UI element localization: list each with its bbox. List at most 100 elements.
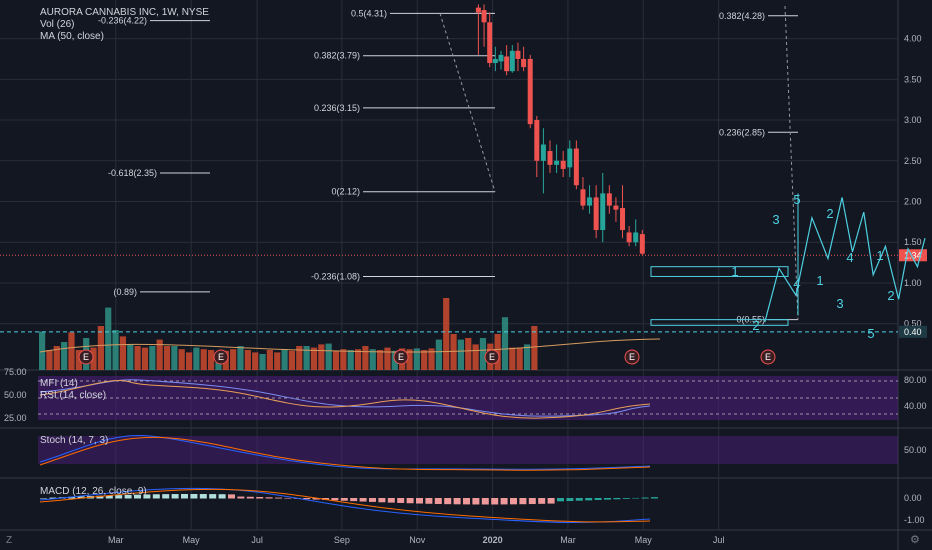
volume-bar [156,339,163,370]
candle-body [633,232,639,243]
macd-histogram-bar [510,498,517,505]
candle-body [521,58,527,68]
macd-histogram-bar [491,498,499,505]
macd-histogram-bar [199,494,207,499]
candle-body [606,193,612,206]
time-tick-label: May [183,535,201,545]
macd-histogram-bar [246,496,254,499]
volume-bar [68,332,75,370]
macd-histogram-bar [406,498,414,504]
volume-indicator-label[interactable]: Vol (26) [40,19,75,30]
earnings-marker-label: E [765,352,771,362]
macd-histogram-bar [96,495,104,499]
volume-bar [531,326,538,370]
wave-label: 2 [752,318,759,333]
volume-bar [509,347,516,370]
macd-histogram-bar [632,497,640,499]
volume-bar [340,349,347,370]
macd-histogram-bar [218,494,226,499]
macd-histogram-bar [369,498,376,502]
macd-histogram-bar [340,498,348,501]
macd-histogram-bar [528,498,536,505]
zoom-button[interactable]: Z [6,535,13,546]
symbol-title[interactable]: AURORA CANNABIS INC, 1W, NYSE [40,7,209,18]
rsi-pane-label[interactable]: RSI (14, close) [40,390,107,401]
volume-bar [90,347,97,370]
elliott-wave-path [764,197,926,323]
wave-label: 2 [887,288,894,303]
candle-body [534,120,540,161]
price-tick-label: 3.00 [904,115,922,125]
volume-bar [479,338,487,370]
price-tick-label: 2.00 [904,197,922,207]
earnings-marker-label: E [489,352,495,362]
earnings-marker [760,349,776,365]
volume-bar [134,346,141,370]
macd-line [39,487,651,524]
volume-bar [259,354,266,370]
macd-histogram-bar [115,495,123,499]
candle-body [587,197,593,206]
macd-histogram-bar [49,497,57,499]
ma-indicator-label[interactable]: MA (50, close) [40,31,104,42]
wave-label: 2 [826,206,833,221]
wave-label: 5 [867,326,874,341]
volume-bar [230,349,237,370]
mfi-line [39,380,651,419]
stoch-pane-label[interactable]: Stoch (14, 7, 3) [40,435,109,446]
candle-body [498,54,504,62]
macd-pane-label[interactable]: MACD (12, 26, close, 9) [40,486,147,497]
wave-label: 3 [836,296,843,311]
volume-bar [413,348,420,370]
macd-histogram-bar [594,498,602,500]
target-zone-box [650,266,789,277]
price-tick-label: 2.50 [904,156,922,166]
time-tick-label: Sep [334,535,350,545]
volume-bar [266,350,273,370]
stoch-d-line [39,436,651,471]
macd-histogram-bar [425,498,433,504]
fib-level-label: -0.236(4.22) [98,16,147,26]
macd-histogram-bar [575,498,583,501]
macd-histogram-bar [284,497,292,499]
volume-bar [149,346,156,370]
volume-bar [105,307,112,370]
macd-histogram-bar [134,494,141,499]
time-tick-label: Jul [713,535,725,545]
candle-body [573,148,579,186]
volume-bar [46,350,53,370]
time-tick-label: Mar [108,535,124,545]
volume-bar [39,331,46,370]
volume-bar [472,344,479,370]
volume-bar [97,326,104,370]
fib-trend-line [784,5,799,320]
fib-level-label: 0.5(4.31) [351,8,387,18]
earnings-marker-label: E [83,352,89,362]
time-tick-label: 2020 [483,535,503,545]
candle-body [560,160,566,169]
earnings-marker-label: E [398,352,404,362]
volume-bar [75,350,82,370]
volume-bar [193,347,200,370]
macd-histogram-bar [604,498,611,500]
macd-histogram-bar [472,498,480,505]
fib-level-label: (0.89) [113,287,137,297]
macd-signal-line [39,488,651,523]
volume-bar [207,350,215,370]
mfi-left-tick: 25.00 [4,413,27,423]
level-label: 0.40 [904,327,922,337]
volume-bar [274,352,281,370]
macd-histogram-bar [397,498,405,503]
volume-bar [288,350,296,370]
earnings-marker [484,349,500,365]
mfi-pane-label[interactable]: MFI (14) [40,378,78,389]
candle-body [620,208,626,231]
candle-body [613,205,619,210]
macd-tick-label: -1.00 [904,515,925,525]
macd-histogram-bar [613,498,621,500]
gear-icon[interactable]: ⚙ [910,534,920,546]
candle-body [554,160,560,165]
earnings-marker [393,349,409,365]
